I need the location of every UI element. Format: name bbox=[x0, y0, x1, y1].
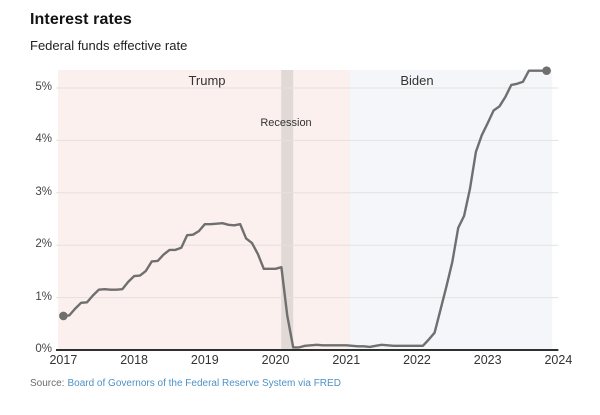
x-tick-label: 2018 bbox=[120, 353, 149, 367]
source-prefix: Source: bbox=[30, 378, 65, 389]
x-tick-label: 2024 bbox=[544, 353, 573, 367]
x-tick-label: 2021 bbox=[332, 353, 361, 367]
end-dot bbox=[542, 66, 551, 76]
y-tick-label: 2% bbox=[35, 238, 52, 251]
trump-region-label: Trump bbox=[188, 73, 226, 88]
y-tick-label: 4% bbox=[35, 133, 52, 146]
chart-subtitle: Federal funds effective rate bbox=[30, 38, 188, 53]
page-title: Interest rates bbox=[30, 11, 132, 28]
biden-region bbox=[350, 70, 553, 350]
interest-rate-line bbox=[62, 69, 548, 349]
y-tick-label: 0% bbox=[35, 343, 52, 355]
y-tick-label: 3% bbox=[35, 185, 52, 198]
x-tick-label: 2019 bbox=[190, 353, 219, 367]
trump-region bbox=[58, 70, 351, 350]
biden-region-label: Biden bbox=[400, 73, 434, 88]
y-tick-label: 5% bbox=[35, 81, 52, 93]
x-tick-label: 2022 bbox=[403, 353, 431, 367]
y-tick-label: 1% bbox=[35, 290, 52, 303]
x-tick-label: 2017 bbox=[49, 353, 78, 367]
recession-label: Recession bbox=[260, 117, 312, 129]
x-tick-label: 2023 bbox=[473, 353, 502, 367]
line-chart bbox=[56, 66, 559, 351]
source-line: Source: Board of Governors of the Federal… bbox=[30, 378, 341, 389]
source-link[interactable]: Board of Governors of the Federal Reserv… bbox=[67, 378, 341, 389]
start-dot bbox=[59, 311, 68, 321]
x-tick-label: 2020 bbox=[261, 353, 290, 367]
